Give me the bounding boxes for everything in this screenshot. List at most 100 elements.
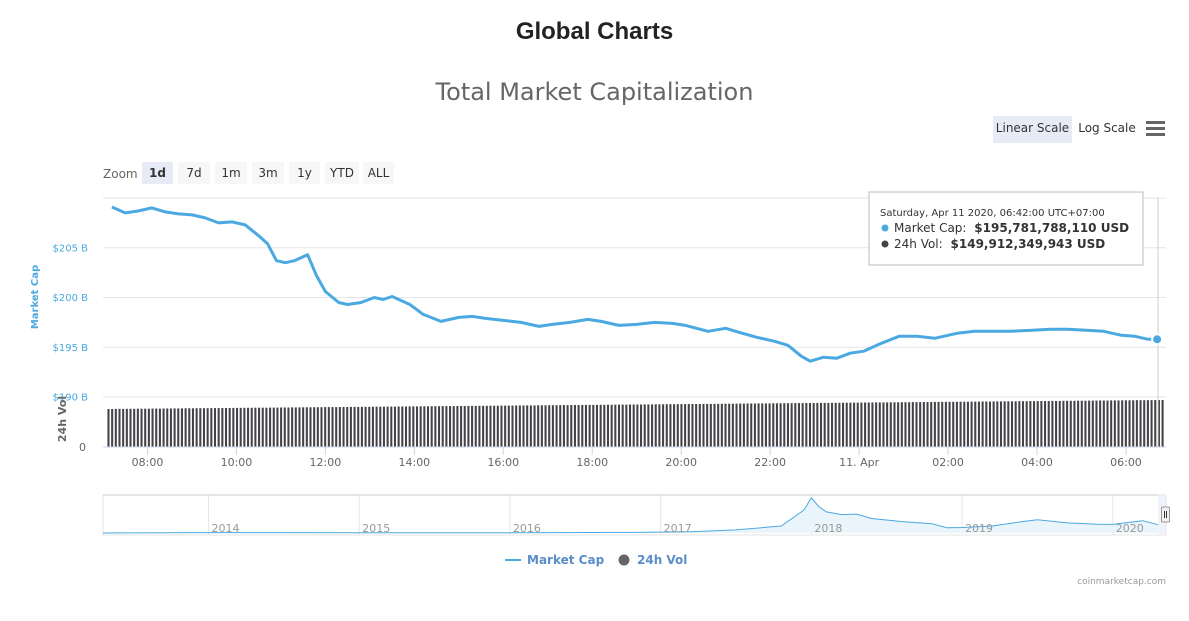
volume-bar — [269, 407, 272, 447]
volume-bar — [731, 403, 734, 447]
volume-bar — [959, 401, 962, 447]
volume-bar — [485, 405, 488, 447]
volume-bar — [335, 407, 338, 447]
volume-bar — [739, 403, 742, 447]
volume-bar — [823, 402, 826, 447]
volume-bar — [463, 406, 466, 447]
volume-bar — [684, 404, 687, 447]
volume-bar — [1157, 400, 1160, 447]
zoom-button-1y[interactable]: 1y — [289, 162, 320, 184]
chart-credit[interactable]: coinmarketcap.com — [1077, 577, 1166, 587]
legend-24h-vol[interactable]: 24h Vol — [618, 553, 688, 567]
volume-bar — [327, 407, 330, 447]
volume-bar — [775, 403, 778, 447]
volume-bar — [210, 408, 213, 447]
x-tick-label: 22:00 — [754, 456, 786, 469]
volume-bar — [324, 407, 327, 447]
volume-bar — [812, 403, 815, 447]
tooltip: Saturday, Apr 11 2020, 06:42:00 UTC+07:0… — [868, 191, 1144, 266]
zoom-button-1m[interactable]: 1m — [215, 162, 247, 184]
volume-bar — [518, 405, 521, 447]
y-tick-label: $200 B — [53, 293, 89, 304]
volume-bar — [155, 408, 158, 447]
volume-bar — [706, 403, 709, 447]
volume-bar — [1047, 401, 1050, 447]
volume-bar — [1132, 400, 1135, 447]
zoom-button-all[interactable]: ALL — [363, 162, 394, 184]
volume-bar — [882, 402, 885, 447]
volume-bar — [996, 401, 999, 447]
legend-market-cap[interactable]: Market Cap — [505, 553, 605, 567]
volume-bar — [125, 408, 128, 447]
volume-bar — [952, 401, 955, 447]
zoom-button-ytd[interactable]: YTD — [325, 162, 359, 184]
tooltip-vol-label: 24h Vol: $149,912,349,943 USD — [894, 237, 1105, 251]
legend-24h-vol-label: 24h Vol — [637, 553, 687, 567]
volume-bar — [988, 401, 991, 447]
volume-bar — [614, 404, 617, 447]
volume-bar — [999, 401, 1003, 447]
volume-bar — [1121, 400, 1124, 447]
volume-bar — [276, 407, 279, 447]
volume-bar — [1150, 400, 1153, 447]
volume-bar — [1128, 400, 1131, 447]
volume-bar — [382, 406, 385, 447]
volume-bar — [941, 401, 944, 447]
volume-bar — [772, 403, 775, 447]
zoom-button-3m[interactable]: 3m — [252, 162, 284, 184]
volume-bar — [779, 403, 782, 447]
volume-bar — [302, 407, 305, 447]
volume-bar — [577, 405, 580, 447]
volume-bar — [933, 401, 936, 447]
navigator-line — [102, 497, 1159, 534]
volume-bar — [1069, 400, 1072, 447]
volume-bar — [654, 404, 657, 447]
volume-bar — [786, 403, 789, 447]
volume-bar — [944, 401, 947, 447]
y-axis-title: Market Cap — [30, 265, 41, 329]
zoom-label: Zoom — [103, 167, 138, 181]
volume-bar — [595, 404, 599, 447]
volume-bar — [180, 408, 183, 447]
zoom-button-group: 1d 7d 1m 3m 1y YTD ALL — [142, 162, 394, 184]
volume-bar — [349, 406, 352, 447]
volume-bar — [570, 405, 573, 447]
volume-bar — [724, 403, 727, 447]
volume-bar — [313, 407, 316, 447]
volume-bar — [1077, 400, 1080, 447]
volume-bar — [680, 404, 683, 447]
navigator[interactable]: 2014 2015 2016 2017 2018 2019 2020 — [102, 494, 1170, 536]
volume-bar — [651, 404, 654, 447]
volume-bar — [783, 403, 786, 447]
volume-bar — [592, 404, 595, 447]
volume-bar — [1066, 400, 1069, 447]
volume-bar — [691, 404, 694, 447]
volume-bar — [129, 408, 132, 447]
volume-bar — [1025, 401, 1028, 447]
volume-bar — [1146, 400, 1149, 447]
volume-bar — [1080, 400, 1083, 447]
navigator-handle[interactable] — [1161, 506, 1170, 523]
volume-bar — [658, 404, 661, 447]
volume-bar — [750, 403, 753, 447]
volume-bar — [1084, 400, 1087, 447]
zoom-button-7d[interactable]: 7d — [178, 162, 210, 184]
log-scale-button[interactable]: Log Scale — [1078, 121, 1136, 135]
volume-bar — [199, 408, 202, 447]
legend-market-cap-label: Market Cap — [527, 553, 605, 567]
volume-bar — [1088, 400, 1091, 447]
zoom-button-1d[interactable]: 1d — [142, 162, 173, 184]
volume-bar — [1139, 400, 1142, 447]
volume-bar — [151, 408, 154, 447]
volume-bar — [283, 407, 286, 447]
volume-bar — [970, 401, 973, 447]
volume-bar — [764, 403, 767, 447]
volume-bar — [232, 407, 235, 447]
linear-scale-button[interactable]: Linear Scale — [996, 121, 1069, 135]
volume-bar — [867, 402, 870, 447]
hamburger-menu-icon[interactable] — [1146, 121, 1165, 136]
market-cap-line — [111, 205, 1158, 363]
linear-scale-button-bg[interactable] — [993, 116, 1072, 143]
y-axis: $190 B $195 B $200 B $205 B — [53, 243, 89, 403]
navigator-year-label: 2016 — [513, 522, 541, 535]
